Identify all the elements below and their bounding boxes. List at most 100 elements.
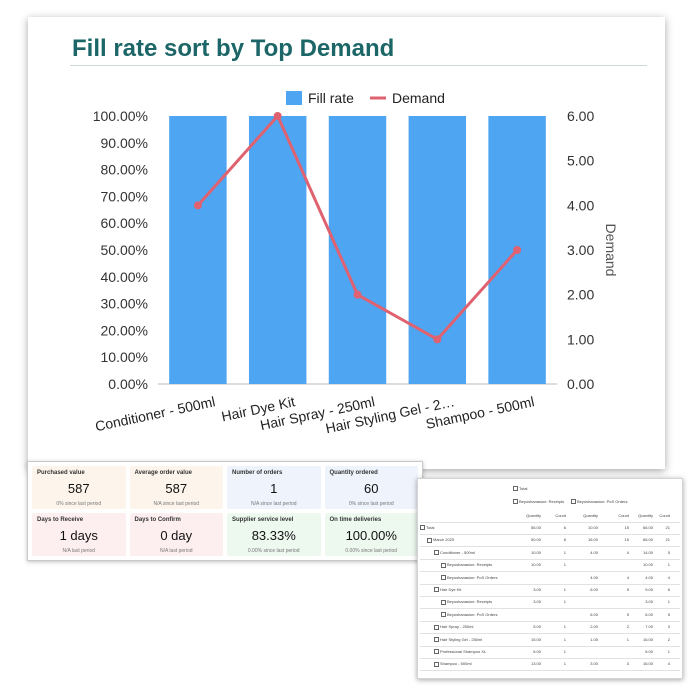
pivot-cell: 1 <box>563 624 566 630</box>
x-category-label: Conditioner - 500ml <box>94 393 217 434</box>
pivot-cell: 1 <box>667 649 670 654</box>
pivot-cell: 3.00 <box>533 587 541 592</box>
kpi-tile: Average order value 587 N/A since last per… <box>129 466 223 509</box>
pivot-row-divider <box>420 534 680 535</box>
pivot-cell: 5 <box>626 587 629 592</box>
pivot-cell: 5.00 <box>533 624 541 630</box>
pivot-cell: 5 <box>667 611 670 617</box>
pivot-cell: 3.00 <box>533 599 541 605</box>
kpi-value: 1 days <box>59 528 98 543</box>
pivot-cell: 16.00 <box>587 537 598 543</box>
kpi-label: Quantity ordered <box>329 470 378 476</box>
y-left-tick-label: 0.00% <box>108 376 148 392</box>
pivot-row-label: Professional Shampoo XL <box>434 649 524 655</box>
kpi-value: 83.33% <box>251 528 296 543</box>
pivot-cell: 4 <box>667 574 670 580</box>
pivot-cell: 2 <box>667 636 670 642</box>
kpi-value: 60 <box>364 481 379 496</box>
legend-swatch-fill-rate <box>286 91 302 105</box>
kpi-subtext: N/A since last period <box>153 501 200 507</box>
kpi-subtext: 0.00% since last period <box>345 548 398 554</box>
pivot-cell: 14.00 <box>642 549 653 555</box>
pivot-row-divider <box>420 633 680 634</box>
pivot-cell: 9.00 <box>645 587 653 592</box>
pivot-row-divider <box>420 620 680 622</box>
y-right-tick-label: 3.00 <box>567 242 594 258</box>
pivot-cell: 3 <box>626 661 629 667</box>
kpi-tile: Supplier service level 83.33% 0.00% since … <box>227 513 321 556</box>
pivot-cell: 1 <box>563 636 566 642</box>
pivot-row-label: Hair Spray - 250ml <box>434 624 524 630</box>
pivot-cell: 15 <box>624 525 629 530</box>
kpi-subtext: N/A last period <box>159 548 193 554</box>
y-left-tick-label: 60.00% <box>101 215 148 231</box>
pivot-cell: 3 <box>667 624 670 630</box>
pivot-cell: 21 <box>665 525 670 530</box>
pivot-cell: 15.00 <box>530 636 541 642</box>
pivot-cell: 1 <box>563 549 566 555</box>
pivot-table: Total Beyoshanasion: Receipts Beyoshanasio… <box>417 478 683 679</box>
pivot-cell: 2 <box>626 624 629 630</box>
fill-rate-bar <box>169 116 227 384</box>
kpi-label: Number of orders <box>232 470 283 476</box>
pivot-cell: 10.00 <box>530 549 541 555</box>
pivot-cell: 1 <box>667 599 670 605</box>
pivot-row-divider <box>420 658 680 659</box>
pivot-cell: 1 <box>563 562 566 568</box>
pivot-subheader: Quantity <box>526 513 541 518</box>
pivot-row-label: Beyoshanasion: PoS Orders <box>441 612 531 618</box>
pivot-row-label: Hair Styling Gel - 250ml <box>434 637 524 643</box>
pivot-subheader: Count <box>659 513 670 518</box>
pivot-cell: 13.00 <box>530 661 541 667</box>
fill-rate-chart: 0.00% 10.00% 20.00% 30.00% 40.00% 50.00% 60.00… <box>93 90 619 436</box>
pivot-header-group: Beyoshanasion: PoS Orders <box>571 499 629 505</box>
pivot-cell: 1.00 <box>590 636 598 642</box>
fill-rate-bar <box>408 116 467 384</box>
legend-label-fill-rate: Fill rate <box>308 90 354 106</box>
y-right-tick-label: 5.00 <box>567 153 594 169</box>
y-right-tick-label: 4.00 <box>567 197 594 213</box>
pivot-cell: 15 <box>624 537 629 543</box>
y-left-tick-label: 10.00% <box>101 349 148 365</box>
demand-point <box>273 112 282 120</box>
pivot-row-divider <box>420 546 680 547</box>
chart-card: Fill rate sort by Top Demand 0.00% 10.00%… <box>28 17 665 469</box>
kpi-tile: On time deliveries 100.00% 0.00% since las… <box>324 513 418 556</box>
pivot-cell: 4.00 <box>645 574 653 580</box>
pivot-row-label: Shampoo - 500ml <box>434 661 524 667</box>
kpi-subtext: N/A last period <box>62 548 96 554</box>
y-right-axis-label: Demand <box>603 224 619 277</box>
kpi-value: 100.00% <box>345 528 397 543</box>
pivot-cell: 10.00 <box>642 562 653 568</box>
y-right-tick-label: 0.00 <box>567 376 594 392</box>
y-right-tick-label: 1.00 <box>567 331 594 347</box>
kpi-label: Purchased value <box>37 470 85 476</box>
pivot-subheader: Count <box>555 513 566 518</box>
pivot-cell: 5 <box>667 549 670 555</box>
legend-label-demand: Demand <box>392 90 445 106</box>
pivot-subheader: Quantity <box>638 513 653 518</box>
pivot-cell: 1 <box>563 599 566 605</box>
pivot-row-label: Beyoshanasion: Receipts <box>441 599 531 605</box>
kpi-tile: Days to Confirm 0 day N/A last period <box>129 513 223 556</box>
pivot-header-total: Total <box>513 486 573 492</box>
y-left-tick-label: 90.00% <box>101 135 148 151</box>
demand-point <box>193 201 202 210</box>
pivot-cell: 4.00 <box>590 574 598 580</box>
pivot-cell: 16.00 <box>642 636 653 642</box>
pivot-row-divider <box>420 608 680 609</box>
pivot-cell: 6.00 <box>645 649 653 654</box>
y-left-tick-label: 70.00% <box>101 188 148 204</box>
pivot-subheader: Count <box>618 513 629 518</box>
pivot-cell: 1 <box>626 636 629 642</box>
pivot-cell: 2.00 <box>590 624 598 630</box>
pivot-cell: 7.00 <box>645 624 653 630</box>
pivot-cell: 1 <box>667 562 670 568</box>
y-left-tick-label: 50.00% <box>101 242 148 258</box>
pivot-cell: 66.00 <box>642 537 653 543</box>
pivot-header-group: Beyoshanasion: Receipts <box>513 499 571 505</box>
title-divider <box>70 65 647 66</box>
y-right-tick-label: 6.00 <box>567 108 594 124</box>
pivot-cell: 3.00 <box>645 599 653 605</box>
kpi-value: 0 day <box>160 528 193 543</box>
